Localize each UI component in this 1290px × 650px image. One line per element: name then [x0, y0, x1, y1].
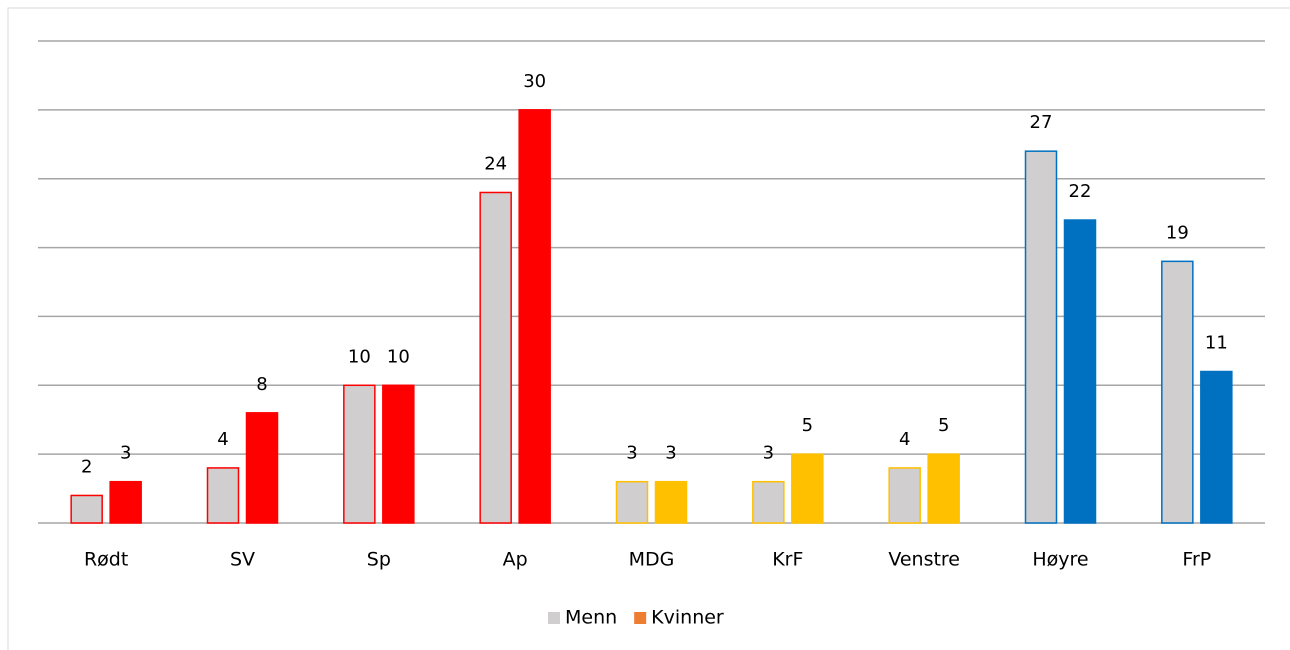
data-label: 5: [938, 415, 949, 436]
data-label: 4: [899, 429, 910, 450]
x-tick-label: KrF: [772, 549, 803, 571]
bar: [1063, 219, 1097, 524]
data-label: 3: [665, 443, 676, 464]
bar: [752, 480, 785, 524]
bar: [206, 467, 240, 524]
legend-swatch: [548, 612, 560, 624]
bar: [888, 467, 921, 524]
data-label: 10: [348, 346, 371, 367]
bar: [1200, 370, 1233, 524]
x-tick-label: Venstre: [888, 549, 960, 571]
data-label: 22: [1069, 181, 1092, 202]
legend-label: Kvinner: [651, 607, 724, 629]
data-label: 10: [387, 346, 410, 367]
data-label: 3: [626, 443, 637, 464]
x-tick-label: SV: [230, 549, 255, 571]
data-label: 3: [763, 443, 774, 464]
data-label: 19: [1166, 222, 1189, 243]
data-label: 5: [802, 415, 813, 436]
data-label: 3: [120, 443, 131, 464]
bar: [1161, 260, 1194, 524]
x-tick-label: FrP: [1182, 549, 1211, 571]
bar: [927, 453, 960, 524]
data-label: 4: [217, 429, 228, 450]
x-tick-label: MDG: [629, 549, 675, 571]
data-label: 8: [256, 374, 267, 395]
bar: [479, 191, 512, 524]
bar: [343, 384, 376, 524]
x-tick-label: Ap: [503, 549, 528, 571]
data-label: 2: [81, 456, 92, 477]
chart-frame: [7, 7, 1290, 650]
data-label: 27: [1030, 112, 1053, 133]
data-label: 24: [484, 153, 507, 174]
bar: [1024, 150, 1058, 524]
legend-label: Menn: [565, 607, 617, 629]
bar: [791, 453, 824, 524]
bar: [382, 384, 415, 524]
data-label: 11: [1205, 333, 1228, 354]
bar: [109, 480, 142, 524]
bar: [245, 412, 279, 524]
x-tick-label: Sp: [367, 549, 391, 571]
bar: [615, 480, 649, 524]
bar: [518, 109, 551, 524]
legend-swatch: [634, 612, 647, 624]
bar: [70, 494, 103, 524]
x-tick-label: Rødt: [84, 549, 128, 571]
bar: [654, 480, 688, 524]
data-label: 30: [523, 71, 546, 92]
x-tick-label: Høyre: [1032, 549, 1088, 571]
